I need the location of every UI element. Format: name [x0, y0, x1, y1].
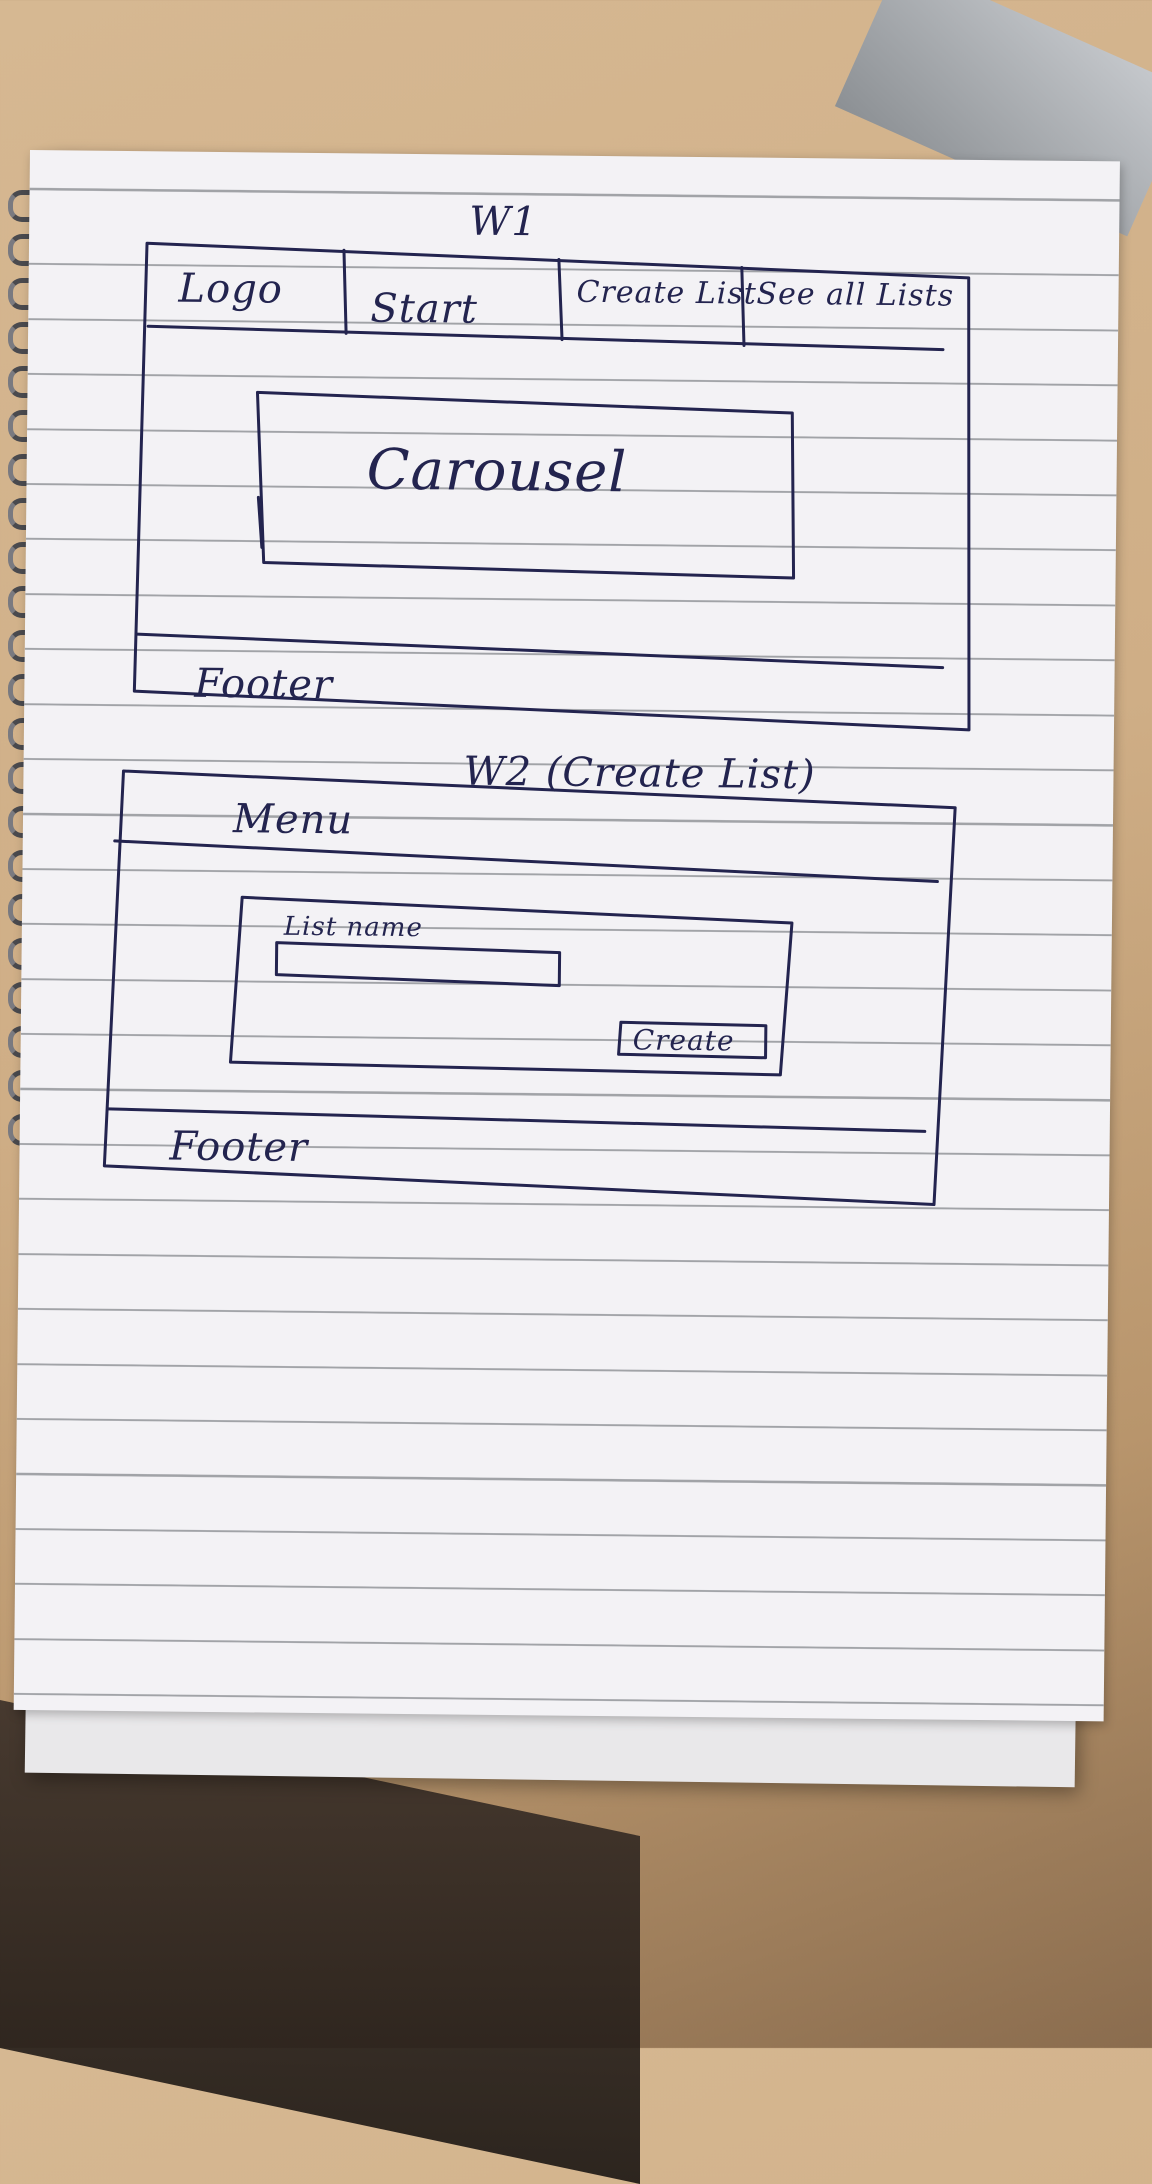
- w2-title: W2 (Create List): [463, 749, 816, 799]
- wireframe-sketch: W1 Logo Start Create List See all Lists …: [102, 199, 971, 1207]
- w2-input-box: [274, 941, 562, 988]
- w1-footer-label: Footer: [193, 661, 335, 708]
- w1-carousel-box: [255, 390, 796, 580]
- notebook-page: W1 Logo Start Create List See all Lists …: [13, 150, 1120, 1722]
- w1-nav-logo: Logo: [177, 266, 283, 313]
- w1-nav-start: Start: [370, 286, 478, 333]
- w2-menu-label: Menu: [232, 796, 354, 843]
- w2-field-label: List name: [283, 912, 423, 943]
- w2-dialog-box: [228, 895, 794, 1077]
- w2-create-button-label: Create: [633, 1023, 735, 1057]
- w2-create-button-box: [617, 1020, 768, 1060]
- w1-carousel-label: Carousel: [366, 438, 627, 506]
- w1-frame: [132, 241, 971, 732]
- w1-footer-divider: [135, 632, 945, 670]
- w1-nav-bottom: [146, 324, 945, 352]
- w1-title: W1: [469, 199, 538, 246]
- w1-nav-create-list: Create List: [576, 275, 757, 312]
- w2-footer-label: Footer: [168, 1124, 310, 1171]
- w1-nav-see-all-lists: See all Lists: [756, 277, 954, 314]
- w2-frame: [102, 769, 957, 1207]
